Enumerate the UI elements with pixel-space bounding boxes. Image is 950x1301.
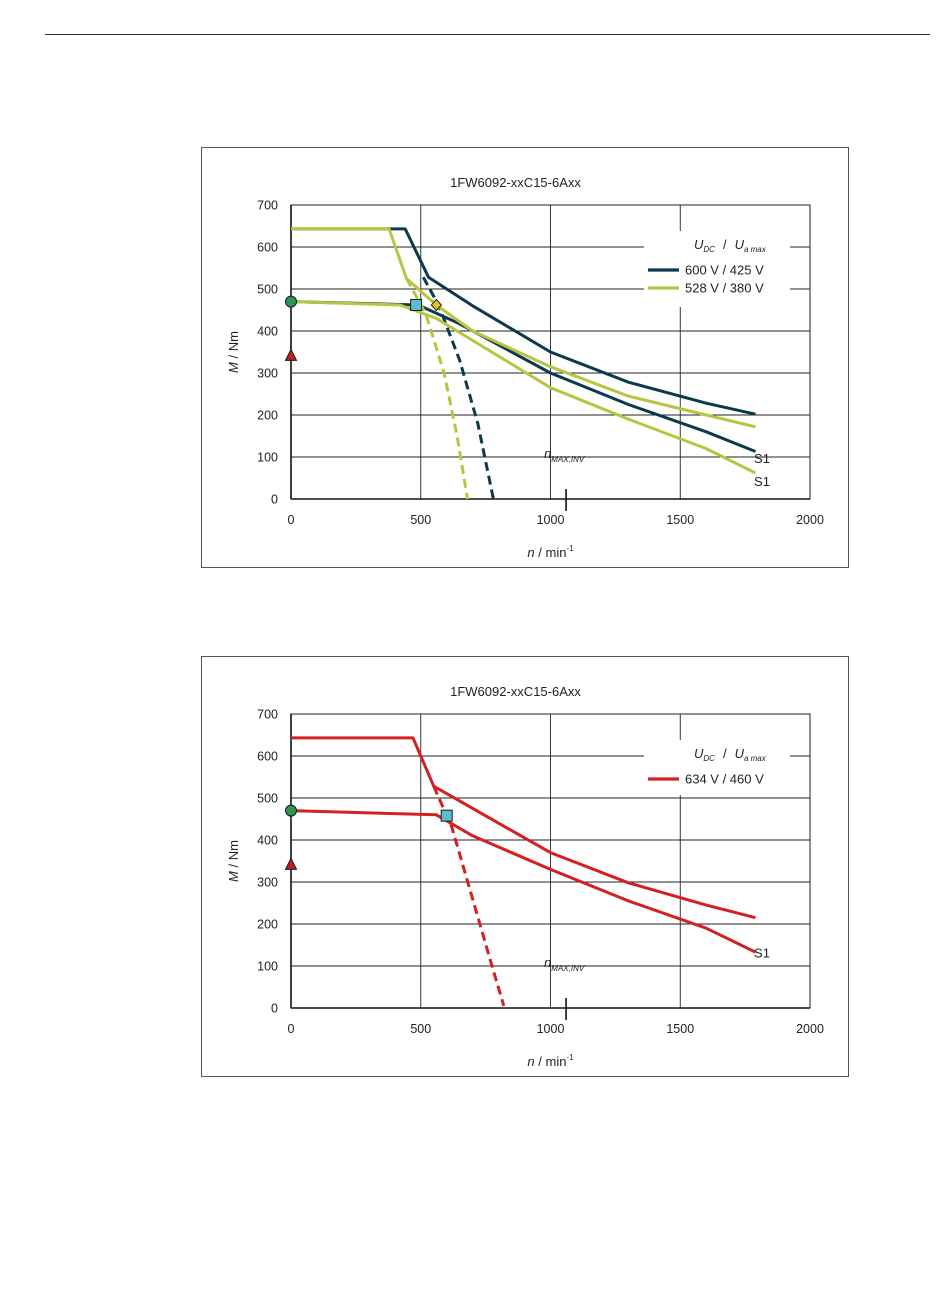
- chart-2-xtick-label: 1500: [666, 1022, 694, 1036]
- chart-2-nmax-label: nMAX,INV: [544, 955, 585, 973]
- chart-2-ytick-label: 0: [271, 1002, 278, 1016]
- chart-1-ytick-label: 300: [257, 367, 278, 381]
- chart-1-series-line-3: [421, 276, 495, 500]
- chart-2-ytick-label: 700: [257, 708, 278, 722]
- chart-1-ytick-label: 700: [257, 199, 278, 213]
- chart-1-title: 1FW6092-xxC15-6Axx: [450, 175, 581, 190]
- chart-1-frame: 1FW6092-xxC15-6Axx 0 100 200 300 400 500 600 700…: [201, 147, 849, 568]
- chart-1-legend-header: UDC / Ua max: [694, 237, 767, 254]
- chart-1-s1-label: S1: [754, 474, 770, 489]
- chart-2-ytick-label: 500: [257, 792, 278, 806]
- chart-1-xtick-label: 2000: [796, 513, 824, 527]
- chart-1-svg: 1FW6092-xxC15-6Axx 0 100 200 300 400 500 600 700…: [226, 175, 824, 560]
- chart-1-ytick-label: 0: [271, 493, 278, 507]
- chart-1-marker-diamond: [430, 298, 442, 312]
- chart-2-title: 1FW6092-xxC15-6Axx: [450, 684, 581, 699]
- chart-1-xtick-label: 1000: [537, 513, 565, 527]
- chart-1-series-line-6: [405, 277, 469, 500]
- chart-2-xtick-label: 1000: [537, 1022, 565, 1036]
- chart-2-series-line-1: [291, 736, 756, 920]
- chart-1-s1-label: S1: [754, 451, 770, 466]
- chart-2-ytick-label: 600: [257, 750, 278, 764]
- chart-2-ytick-label: 100: [257, 960, 278, 974]
- chart-2-y-axis-label: M / Nm: [226, 840, 241, 882]
- chart-2-legend-box: [644, 740, 790, 795]
- chart-2-ytick-label: 200: [257, 918, 278, 932]
- chart-2-series-line-2: [290, 809, 757, 954]
- chart-1-x-axis-label: n / min-1: [527, 544, 574, 560]
- chart-2-s1-label: S1: [754, 945, 770, 960]
- chart-1-y-axis-label: M / Nm: [226, 331, 241, 373]
- chart-1-xtick-label: 500: [410, 513, 431, 527]
- chart-2-legend-header: UDC / Ua max: [694, 746, 767, 763]
- chart-1-nmax-label: nMAX,INV: [544, 446, 585, 464]
- chart-1-xtick-label: 0: [288, 513, 295, 527]
- chart-1-ytick-label: 100: [257, 451, 278, 465]
- chart-2-marker-triangle: [284, 857, 298, 870]
- chart-2-xtick-label: 0: [288, 1022, 295, 1036]
- chart-1-ytick-label: 600: [257, 241, 278, 255]
- chart-1-marker-triangle: [284, 348, 298, 361]
- chart-2-xtick-label: 500: [410, 1022, 431, 1036]
- chart-1-xtick-label: 1500: [666, 513, 694, 527]
- chart-1-series-line-1: [291, 227, 756, 416]
- chart-1-series-line-4: [291, 227, 756, 429]
- chart-2-legend-entry: 634 V / 460 V: [685, 772, 764, 787]
- chart-2-svg: 1FW6092-xxC15-6Axx 0 100 200 300 400 500 600 700…: [226, 684, 824, 1069]
- chart-1-series-line-5: [290, 300, 757, 475]
- chart-1-ytick-label: 200: [257, 409, 278, 423]
- chart-2-x-axis-label: n / min-1: [527, 1053, 574, 1069]
- chart-1-ytick-label: 500: [257, 283, 278, 297]
- chart-2-marker-square: [440, 809, 453, 822]
- chart-2-ytick-label: 400: [257, 834, 278, 848]
- header-rule: [45, 34, 930, 35]
- chart-1-legend-entry: 528 V / 380 V: [685, 281, 764, 296]
- chart-2-xtick-label: 2000: [796, 1022, 824, 1036]
- chart-1-marker-square: [410, 298, 423, 311]
- chart-2-marker-circle: [285, 804, 297, 817]
- chart-1-legend-entry: 600 V / 425 V: [685, 263, 764, 278]
- chart-2-ytick-label: 300: [257, 876, 278, 890]
- chart-1-marker-circle: [285, 295, 297, 308]
- chart-1-ytick-label: 400: [257, 325, 278, 339]
- chart-2-frame: 1FW6092-xxC15-6Axx 0 100 200 300 400 500 600 700…: [201, 656, 849, 1077]
